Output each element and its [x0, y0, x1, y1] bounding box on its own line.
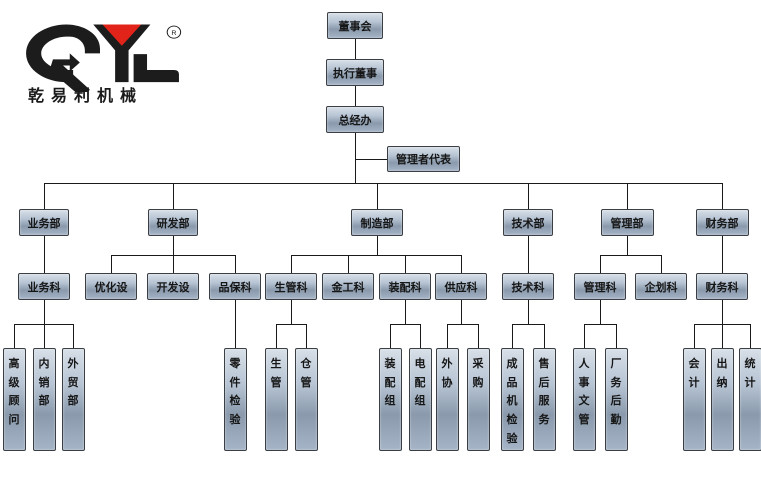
svg-text:R: R — [171, 30, 176, 37]
